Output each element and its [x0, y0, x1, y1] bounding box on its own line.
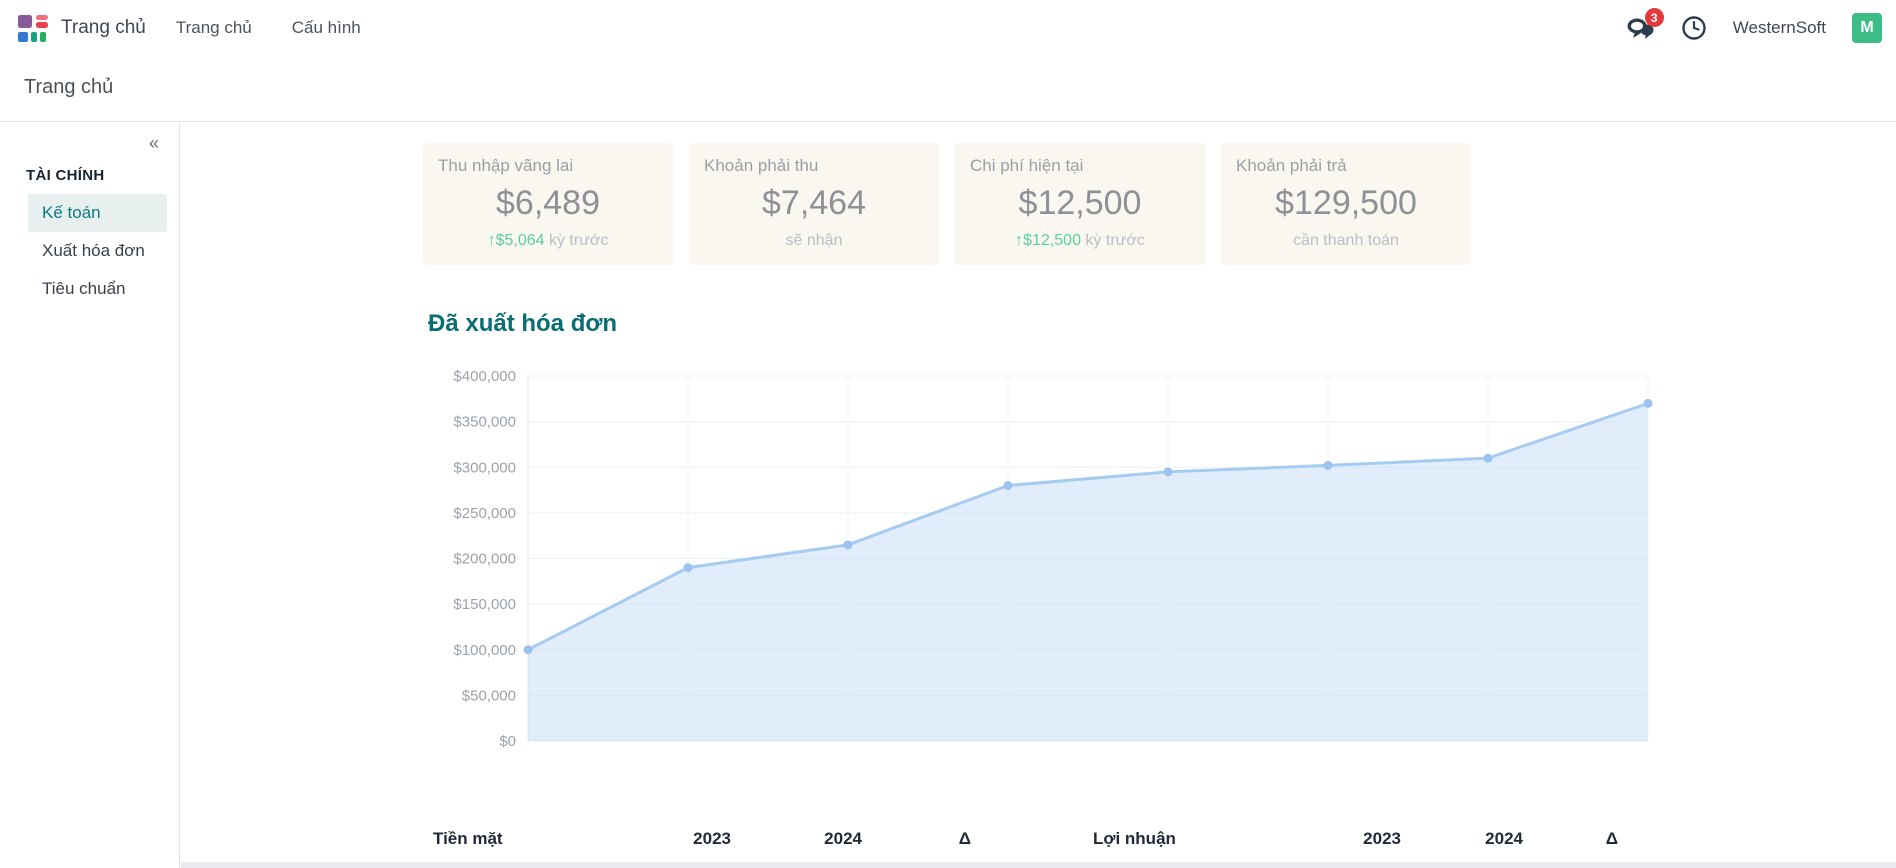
top-navbar: Trang chủ Trang chủ Cấu hình 3	[0, 0, 1896, 56]
chart-title: Đã xuất hóa đơn	[428, 310, 618, 337]
table-header-delta-cash: Δ	[958, 829, 971, 848]
kpi-subtitle: cần thanh toán	[1221, 232, 1471, 250]
kpi-card-receivable[interactable]: Khoản phải thu $7,464 sẽ nhận	[689, 143, 939, 265]
table-header-2024-cash: 2024	[824, 829, 862, 848]
kpi-cards-row: Thu nhập vãng lai $6,489 ↑$5,064 kỳ trướ…	[423, 143, 1471, 265]
svg-text:$200,000: $200,000	[453, 551, 516, 568]
svg-text:$350,000: $350,000	[453, 414, 516, 431]
kpi-card-current-expenses[interactable]: Chi phí hiện tại $12,500 ↑$12,500 kỳ trư…	[955, 143, 1205, 265]
svg-text:$250,000: $250,000	[453, 505, 516, 522]
svg-text:$100,000: $100,000	[453, 642, 516, 659]
topbar-right: 3 WesternSoft M	[1625, 0, 1896, 56]
kpi-suffix: kỳ trước	[544, 232, 609, 249]
kpi-change: ↑$5,064	[487, 232, 545, 249]
sidebar-item-standard[interactable]: Tiêu chuẩn	[42, 279, 126, 298]
kpi-subtitle: ↑$12,500 kỳ trước	[955, 232, 1205, 250]
table-header-2023-profit: 2023	[1363, 829, 1401, 848]
sidebar-collapse-icon[interactable]: «	[148, 133, 159, 153]
kpi-title: Khoản phải trả	[1236, 156, 1347, 175]
app-grid-logo-icon[interactable]	[17, 12, 49, 44]
kpi-title: Thu nhập vãng lai	[438, 156, 574, 175]
app-title[interactable]: Trang chủ	[61, 17, 146, 38]
sidebar-section-finance: TÀI CHÍNH	[26, 167, 105, 184]
kpi-suffix: sẽ nhận	[785, 232, 843, 249]
menu-item-home[interactable]: Trang chủ	[175, 18, 252, 37]
kpi-title: Chi phí hiện tại	[970, 156, 1084, 175]
user-avatar[interactable]: M	[1852, 13, 1882, 43]
invoiced-chart: $0 $50,000 $100,000 $150,000 $200,000 $250,00…	[453, 368, 1653, 750]
kpi-value: $7,464	[762, 184, 866, 222]
messages-button[interactable]: 3	[1625, 8, 1664, 41]
sidebar: « TÀI CHÍNH Kế toán Xuất hóa đơn Tiêu ch…	[0, 123, 180, 868]
sidebar-item-invoicing[interactable]: Xuất hóa đơn	[42, 241, 145, 260]
svg-text:$300,000: $300,000	[453, 459, 516, 476]
svg-text:$50,000: $50,000	[462, 687, 516, 704]
messages-count-badge: 3	[1644, 8, 1664, 27]
kpi-suffix: kỳ trước	[1080, 232, 1145, 249]
table-header-cash: Tiền mặt	[433, 829, 503, 848]
menu-item-config[interactable]: Cấu hình	[291, 18, 361, 37]
kpi-subtitle: sẽ nhận	[689, 232, 939, 250]
activity-clock-icon[interactable]	[1681, 15, 1707, 41]
svg-text:$150,000: $150,000	[453, 596, 516, 613]
main-menu: Trang chủ Cấu hình	[176, 18, 361, 38]
sidebar-item-accounting[interactable]: Kế toán	[28, 194, 167, 232]
breadcrumb-bar: Trang chủ	[0, 56, 1896, 122]
table-header-delta-profit: Δ	[1605, 829, 1618, 848]
kpi-subtitle: ↑$5,064 kỳ trước	[423, 232, 673, 250]
kpi-value: $129,500	[1275, 184, 1417, 222]
kpi-title: Khoản phải thu	[704, 156, 819, 175]
table-header-profit: Lợi nhuận	[1093, 829, 1176, 848]
kpi-card-current-income[interactable]: Thu nhập vãng lai $6,489 ↑$5,064 kỳ trướ…	[423, 143, 673, 265]
table-header-2023-cash: 2023	[693, 829, 731, 848]
company-name[interactable]: WesternSoft	[1732, 18, 1826, 37]
table-row	[181, 862, 1896, 868]
kpi-value: $6,489	[496, 184, 600, 222]
chat-bubbles-icon	[1627, 18, 1654, 39]
svg-text:$400,000: $400,000	[453, 368, 516, 385]
kpi-suffix: cần thanh toán	[1293, 232, 1399, 249]
kpi-card-payable[interactable]: Khoản phải trả $129,500 cần thanh toán	[1221, 143, 1471, 265]
svg-text:$0: $0	[499, 733, 516, 750]
kpi-change: ↑$12,500	[1015, 232, 1081, 249]
breadcrumb[interactable]: Trang chủ	[24, 76, 114, 98]
kpi-value: $12,500	[1018, 184, 1142, 222]
table-header-2024-profit: 2024	[1485, 829, 1523, 848]
